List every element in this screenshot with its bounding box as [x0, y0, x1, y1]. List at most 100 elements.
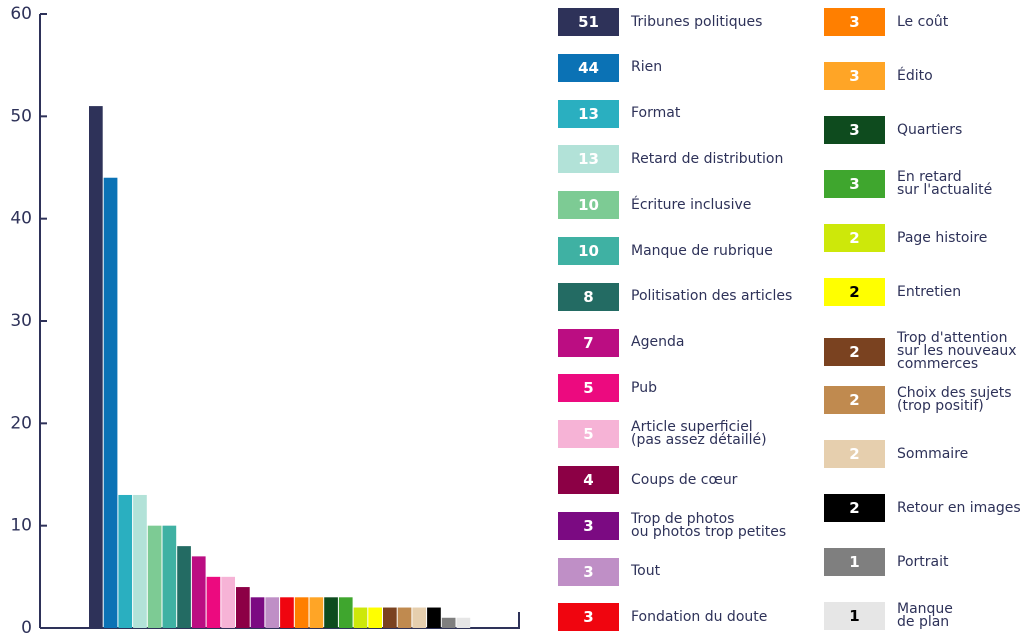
bar: [89, 106, 103, 629]
bar: [236, 587, 250, 628]
legend-label: Entretien: [897, 283, 962, 300]
legend-item: 1 Portrait: [824, 548, 948, 576]
legend-label: Article superficiel (pas assez détaillé): [631, 419, 767, 449]
legend-label: Retour en images: [897, 499, 1021, 516]
bar: [383, 607, 397, 628]
legend-badge: 4: [558, 466, 619, 494]
bar: [294, 597, 309, 628]
y-tick-label: 20: [10, 413, 32, 433]
legend-item: 4 Coups de cœur: [558, 466, 737, 494]
legend-item: 7 Agenda: [558, 328, 685, 357]
legend-badge: 3: [558, 603, 619, 632]
legend-item: 3 Tout: [558, 557, 661, 586]
legend-label: Édito: [897, 67, 933, 84]
legend-badge: 3: [558, 511, 619, 540]
legend-badge: 5: [558, 420, 619, 449]
legend-item: 51 Tribunes politiques: [558, 8, 762, 36]
legend-label: Agenda: [631, 334, 685, 351]
legend-item: 2 Entretien: [824, 278, 961, 306]
legend-item: 3 Trop de photos ou photos trop petites: [558, 510, 787, 540]
bar: [133, 494, 147, 628]
legend-label: Portrait: [897, 553, 949, 570]
legend-label: En retard sur l'actualité: [897, 169, 993, 198]
legend-item: 3 Quartiers: [824, 116, 962, 144]
chart: 0 10 20 30 40 50 60: [10, 4, 520, 634]
legend-badge: 3: [824, 170, 885, 198]
legend-label: Manque de rubrique: [631, 242, 773, 259]
legend-badge: 8: [558, 282, 619, 311]
legend-label: Tout: [631, 563, 661, 580]
legend-label: Quartiers: [897, 121, 963, 138]
y-tick-label: 40: [10, 209, 32, 229]
legend-label: Page histoire: [897, 229, 988, 246]
bar: [338, 597, 353, 628]
legend-item: 10 Écriture inclusive: [558, 191, 752, 220]
legend-label: Sommaire: [897, 445, 969, 462]
legend-badge: 10: [558, 237, 619, 265]
bar: [427, 607, 441, 628]
bar: [397, 607, 412, 628]
legend-label: Coups de cœur: [631, 471, 738, 488]
legend-badge: 2: [824, 337, 885, 366]
bar: [309, 597, 324, 628]
legend-badge: 44: [558, 53, 619, 82]
legend-badge: 3: [824, 62, 885, 90]
legend-item: 2 Sommaire: [824, 440, 968, 468]
legend-badge: 5: [558, 374, 619, 403]
legend-badge: 51: [558, 8, 619, 36]
legend-label: Écriture inclusive: [631, 196, 752, 213]
legend-item: 2 Retour en images: [824, 494, 1021, 522]
bar: [353, 607, 368, 628]
bar: [441, 617, 456, 628]
y-tick-label: 0: [21, 618, 32, 634]
legend-label: Retard de distribution: [631, 150, 784, 167]
legend-item: 5 Article superficiel (pas assez détaillé…: [558, 419, 767, 449]
legend-label: Rien: [631, 59, 663, 76]
legend-badge: 2: [824, 440, 885, 468]
legend-item: 10 Manque de rubrique: [558, 237, 773, 265]
legend-badge: 3: [558, 557, 619, 586]
legend-item: 8 Politisation des articles: [558, 282, 792, 311]
legend-item: 3 Le coût: [824, 8, 948, 36]
bar: [103, 177, 118, 628]
legend-label: Manque de plan: [897, 601, 953, 630]
legend-label: Choix des sujets (trop positif): [897, 385, 1012, 414]
bar: [221, 576, 235, 628]
legend-item: 3 En retard sur l'actualité: [824, 170, 992, 198]
legend-item: 5 Pub: [558, 374, 657, 403]
y-tick-label: 30: [10, 311, 32, 331]
legend-badge: 13: [558, 99, 619, 128]
legend-badge: 13: [558, 145, 619, 174]
y-tick-label: 50: [10, 106, 32, 126]
legend-item: 13 Format: [558, 99, 681, 128]
legend-label: Format: [631, 105, 681, 122]
y-tick-label: 60: [10, 4, 32, 24]
legend-badge: 2: [824, 224, 885, 252]
bar: [456, 617, 471, 628]
bar: [265, 597, 280, 628]
bar: [206, 576, 221, 628]
legend-badge: 3: [824, 116, 885, 144]
y-tick-label: 10: [10, 516, 32, 536]
legend-label: Fondation du doute: [631, 608, 768, 625]
legend-label: Trop de photos ou photos trop petites: [631, 510, 787, 540]
bar: [412, 607, 427, 628]
legend-item: 44 Rien: [558, 53, 663, 82]
bar: [162, 525, 177, 628]
bar: [280, 597, 294, 628]
legend-badge: 2: [824, 278, 885, 306]
legend-badge: 2: [824, 494, 885, 522]
legend-badge: 1: [824, 602, 885, 630]
bar: [368, 607, 382, 628]
legend-badge: 3: [824, 8, 885, 36]
bar: [324, 597, 338, 628]
legend-item: 2 Page histoire: [824, 224, 987, 252]
legend-item: 3 Fondation du doute: [558, 603, 768, 632]
legend-badge: 7: [558, 328, 619, 357]
legend-item: 13 Retard de distribution: [558, 145, 784, 174]
legend-label: Trop d'attention sur les nouveaux commer…: [897, 330, 1017, 372]
legend-item: 2 Choix des sujets (trop positif): [824, 386, 1012, 414]
legend-label: Pub: [631, 379, 657, 396]
bar: [191, 556, 206, 628]
